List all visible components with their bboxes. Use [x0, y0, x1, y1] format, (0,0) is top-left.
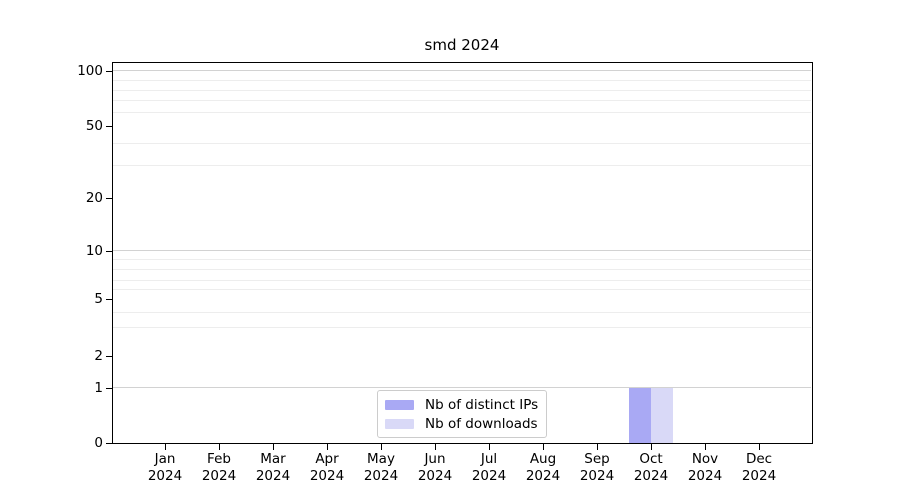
x-tick-label: Sep 2024 [567, 451, 627, 485]
x-tick-mark [759, 444, 760, 450]
bar-downloads [651, 388, 673, 443]
x-tick-year: 2024 [201, 468, 237, 484]
y-tick-mark [106, 198, 112, 199]
x-tick-label: Jul 2024 [459, 451, 519, 485]
x-tick-mark [219, 444, 220, 450]
y-tick-mark [106, 388, 112, 389]
major-gridline [113, 70, 811, 71]
minor-gridline [113, 143, 811, 144]
x-tick-mark [327, 444, 328, 450]
minor-gridline [113, 112, 811, 113]
distinct-ips-swatch-icon [385, 400, 414, 411]
y-tick-mark [106, 71, 112, 72]
y-tick-mark [106, 251, 112, 252]
y-tick-label: 100 [77, 63, 103, 79]
x-tick-mark [489, 444, 490, 450]
legend-item-downloads: Nb of downloads [385, 415, 538, 434]
y-tick-label: 20 [85, 190, 103, 206]
minor-gridline [113, 269, 811, 270]
x-tick-year: 2024 [525, 468, 561, 484]
major-gridline [113, 387, 811, 388]
x-tick-label: Jan 2024 [135, 451, 195, 485]
minor-gridline [113, 259, 811, 260]
legend-item-distinct-ips: Nb of distinct IPs [385, 396, 539, 415]
x-tick-year: 2024 [687, 468, 723, 484]
y-tick-mark [106, 299, 112, 300]
x-tick-year: 2024 [417, 468, 453, 484]
x-tick-mark [543, 444, 544, 450]
minor-gridline [113, 327, 811, 328]
y-tick-label: 0 [94, 435, 103, 451]
y-tick-mark [106, 443, 112, 444]
y-tick-mark [106, 126, 112, 127]
x-tick-mark [165, 444, 166, 450]
x-tick-label: Oct 2024 [621, 451, 681, 485]
x-tick-year: 2024 [309, 468, 345, 484]
x-tick-year: 2024 [471, 468, 507, 484]
y-tick-label: 5 [94, 291, 103, 307]
minor-gridline [113, 280, 811, 281]
chart-title: smd 2024 [424, 36, 500, 54]
x-tick-year: 2024 [741, 468, 777, 484]
minor-gridline [113, 80, 811, 81]
major-gridline [113, 250, 811, 251]
downloads-swatch-icon [385, 418, 414, 429]
x-tick-year: 2024 [147, 468, 183, 484]
y-tick-label: 1 [94, 380, 103, 396]
minor-gridline [113, 312, 811, 313]
x-tick-mark [597, 444, 598, 450]
minor-gridline [113, 165, 811, 166]
x-tick-label: Jun 2024 [405, 451, 465, 485]
minor-gridline [113, 100, 811, 101]
bar-distinct-ips [629, 388, 651, 443]
y-tick-label: 50 [85, 118, 103, 134]
x-tick-mark [705, 444, 706, 450]
minor-gridline [113, 90, 811, 91]
x-tick-year: 2024 [363, 468, 399, 484]
x-tick-year: 2024 [633, 468, 669, 484]
x-tick-label: Apr 2024 [297, 451, 357, 485]
legend-label: Nb of downloads [425, 415, 538, 432]
x-tick-label: Feb 2024 [189, 451, 249, 485]
x-tick-mark [435, 444, 436, 450]
minor-gridline [113, 289, 811, 290]
legend: Nb of distinct IPs Nb of downloads [377, 390, 547, 438]
x-tick-mark [381, 444, 382, 450]
legend-label: Nb of distinct IPs [425, 397, 539, 414]
y-tick-mark [106, 356, 112, 357]
y-tick-label: 10 [85, 243, 103, 259]
x-tick-year: 2024 [255, 468, 291, 484]
x-tick-label: May 2024 [351, 451, 411, 485]
x-tick-label: Aug 2024 [513, 451, 573, 485]
x-tick-mark [273, 444, 274, 450]
x-tick-mark [651, 444, 652, 450]
x-tick-year: 2024 [579, 468, 615, 484]
x-tick-label: Mar 2024 [243, 451, 303, 485]
x-tick-label: Nov 2024 [675, 451, 735, 485]
y-tick-label: 2 [94, 348, 103, 364]
x-tick-label: Dec 2024 [729, 451, 789, 485]
